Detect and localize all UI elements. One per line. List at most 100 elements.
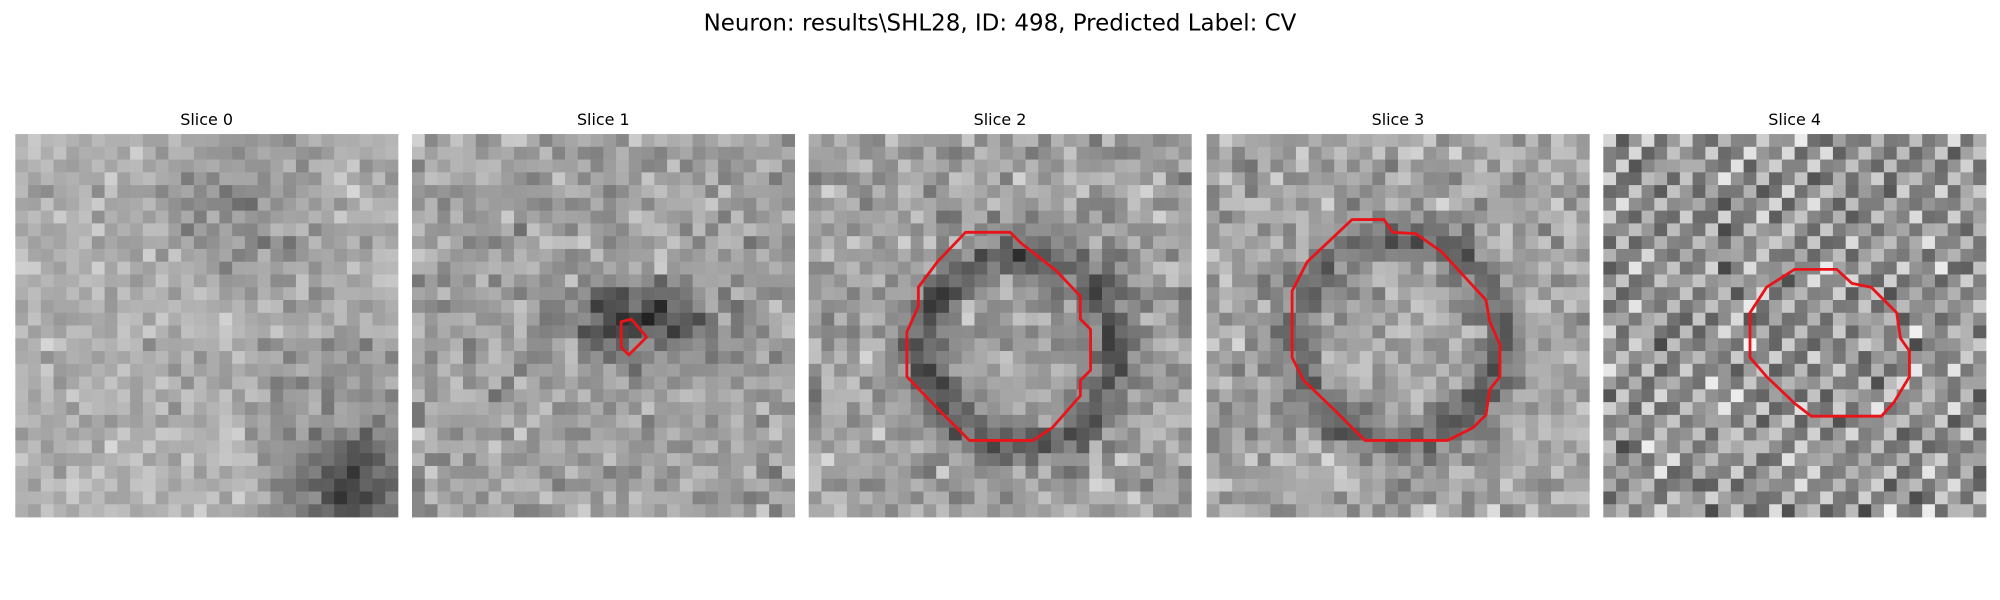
pixel	[1114, 351, 1128, 365]
pixel	[1654, 414, 1668, 429]
pixel	[168, 402, 182, 416]
pixel	[781, 312, 796, 326]
pixel	[1500, 465, 1514, 480]
pixel	[346, 389, 361, 403]
pixel	[1232, 146, 1246, 160]
pixel	[334, 185, 348, 199]
pixel	[1667, 287, 1681, 301]
pixel	[781, 197, 796, 212]
pixel	[1538, 440, 1552, 454]
pixel	[1807, 287, 1821, 301]
pixel	[872, 453, 886, 467]
pixel	[1807, 197, 1821, 212]
pixel	[488, 300, 502, 314]
pixel	[1525, 274, 1539, 288]
pixel	[1947, 389, 1961, 403]
pixel	[987, 427, 1001, 441]
pixel	[577, 465, 591, 480]
pixel	[104, 248, 118, 263]
pixel	[1794, 338, 1808, 352]
pixel	[155, 146, 169, 160]
pixel	[1127, 274, 1141, 288]
pixel	[155, 287, 169, 301]
pixel	[1436, 414, 1450, 429]
pixel	[1178, 478, 1192, 492]
pixel	[628, 465, 642, 480]
pixel	[705, 287, 719, 301]
pixel	[1140, 287, 1154, 301]
pixel	[539, 351, 553, 365]
pixel	[1500, 402, 1514, 416]
pixel	[1232, 172, 1246, 186]
pixel	[1359, 325, 1373, 339]
pixel	[526, 134, 540, 148]
pixel	[270, 504, 284, 518]
pixel	[1206, 402, 1220, 416]
pixel	[1385, 210, 1399, 224]
pixel	[1257, 414, 1271, 429]
pixel	[654, 440, 668, 454]
pixel	[488, 465, 502, 480]
pixel	[1576, 427, 1590, 441]
pixel	[590, 146, 604, 160]
pixel	[437, 363, 451, 377]
pixel	[1346, 363, 1361, 377]
pixel	[79, 491, 93, 505]
pixel	[244, 465, 259, 480]
pixel	[1206, 504, 1220, 518]
pixel	[66, 134, 80, 148]
pixel	[1178, 453, 1192, 467]
pixel	[475, 261, 489, 275]
pixel	[1102, 325, 1116, 339]
pixel	[79, 287, 93, 301]
pixel	[885, 414, 899, 429]
pixel	[40, 491, 54, 505]
pixel	[1807, 504, 1821, 518]
pixel	[885, 185, 899, 199]
pixel	[936, 389, 950, 403]
pixel	[1206, 465, 1220, 480]
pixel	[565, 197, 579, 212]
pixel	[897, 376, 912, 390]
pixel	[1616, 389, 1630, 403]
pixel	[1705, 504, 1719, 518]
pixel	[961, 287, 975, 301]
pixel	[1781, 440, 1796, 454]
pixel	[1756, 274, 1770, 288]
pixel	[1909, 363, 1923, 377]
pixel	[1140, 312, 1154, 326]
pixel	[1794, 248, 1808, 263]
pixel	[667, 465, 681, 480]
pixel	[206, 185, 220, 199]
pixel	[424, 261, 438, 275]
pixel	[936, 159, 950, 173]
pixel	[53, 453, 67, 467]
pixel	[463, 159, 477, 173]
pixel	[437, 287, 451, 301]
pixel	[1487, 236, 1501, 250]
pixel	[219, 491, 233, 505]
pixel	[808, 146, 822, 160]
pixel	[641, 414, 655, 429]
pixel	[910, 261, 924, 275]
image-panel	[808, 134, 1192, 518]
pixel	[1563, 491, 1577, 505]
pixel	[104, 312, 118, 326]
pixel	[270, 261, 284, 275]
pixel	[948, 338, 963, 352]
pixel	[628, 504, 642, 518]
pixel	[910, 465, 924, 480]
pixel	[1359, 300, 1373, 314]
pixel	[1232, 185, 1246, 199]
pixel	[1038, 363, 1052, 377]
pixel	[308, 504, 322, 518]
pixel	[1794, 389, 1808, 403]
pixel	[308, 223, 322, 237]
pixel	[1270, 440, 1284, 454]
pixel	[1283, 363, 1297, 377]
pixel	[1896, 363, 1910, 377]
pixel	[859, 504, 873, 518]
pixel	[1871, 300, 1885, 314]
pixel	[1038, 325, 1052, 339]
pixel	[117, 159, 131, 173]
